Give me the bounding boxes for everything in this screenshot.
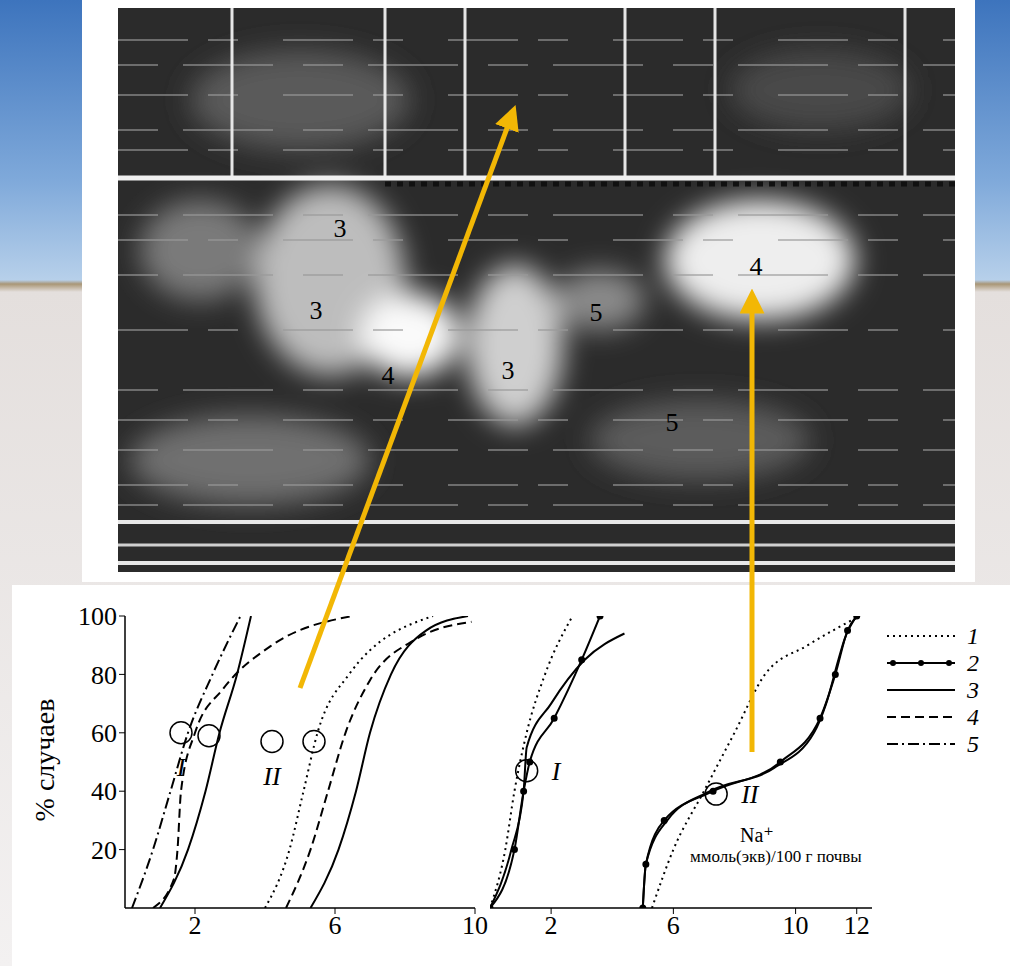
svg-text:II: II xyxy=(740,780,760,809)
svg-text:4: 4 xyxy=(382,361,395,390)
svg-text:10: 10 xyxy=(462,911,488,940)
svg-text:1: 1 xyxy=(967,623,979,649)
svg-text:5: 5 xyxy=(666,408,679,437)
svg-text:II: II xyxy=(262,762,282,791)
svg-text:40: 40 xyxy=(91,777,117,806)
svg-text:3: 3 xyxy=(502,356,515,385)
html-text:Na⁺: Na⁺ xyxy=(740,824,774,846)
svg-text:12: 12 xyxy=(844,911,870,940)
svg-text:2: 2 xyxy=(189,911,202,940)
svg-text:10: 10 xyxy=(783,911,809,940)
svg-text:I: I xyxy=(551,757,562,786)
svg-text:3: 3 xyxy=(334,214,347,243)
svg-text:6: 6 xyxy=(667,911,680,940)
svg-text:5: 5 xyxy=(590,298,603,327)
svg-text:60: 60 xyxy=(91,719,117,748)
html-text:ммоль(экв)/100 г почвы: ммоль(экв)/100 г почвы xyxy=(690,847,862,866)
svg-text:2: 2 xyxy=(545,911,558,940)
svg-text:5: 5 xyxy=(967,731,979,757)
svg-text:4: 4 xyxy=(967,704,979,730)
svg-text:80: 80 xyxy=(91,661,117,690)
svg-text:100: 100 xyxy=(78,602,117,631)
html-text:% случаев: % случаев xyxy=(29,698,60,822)
svg-text:6: 6 xyxy=(329,911,342,940)
svg-text:2: 2 xyxy=(967,650,979,676)
svg-text:3: 3 xyxy=(310,296,323,325)
svg-text:3: 3 xyxy=(966,677,979,703)
svg-text:20: 20 xyxy=(91,836,117,865)
svg-text:I: I xyxy=(176,753,187,782)
svg-text:4: 4 xyxy=(750,252,763,281)
